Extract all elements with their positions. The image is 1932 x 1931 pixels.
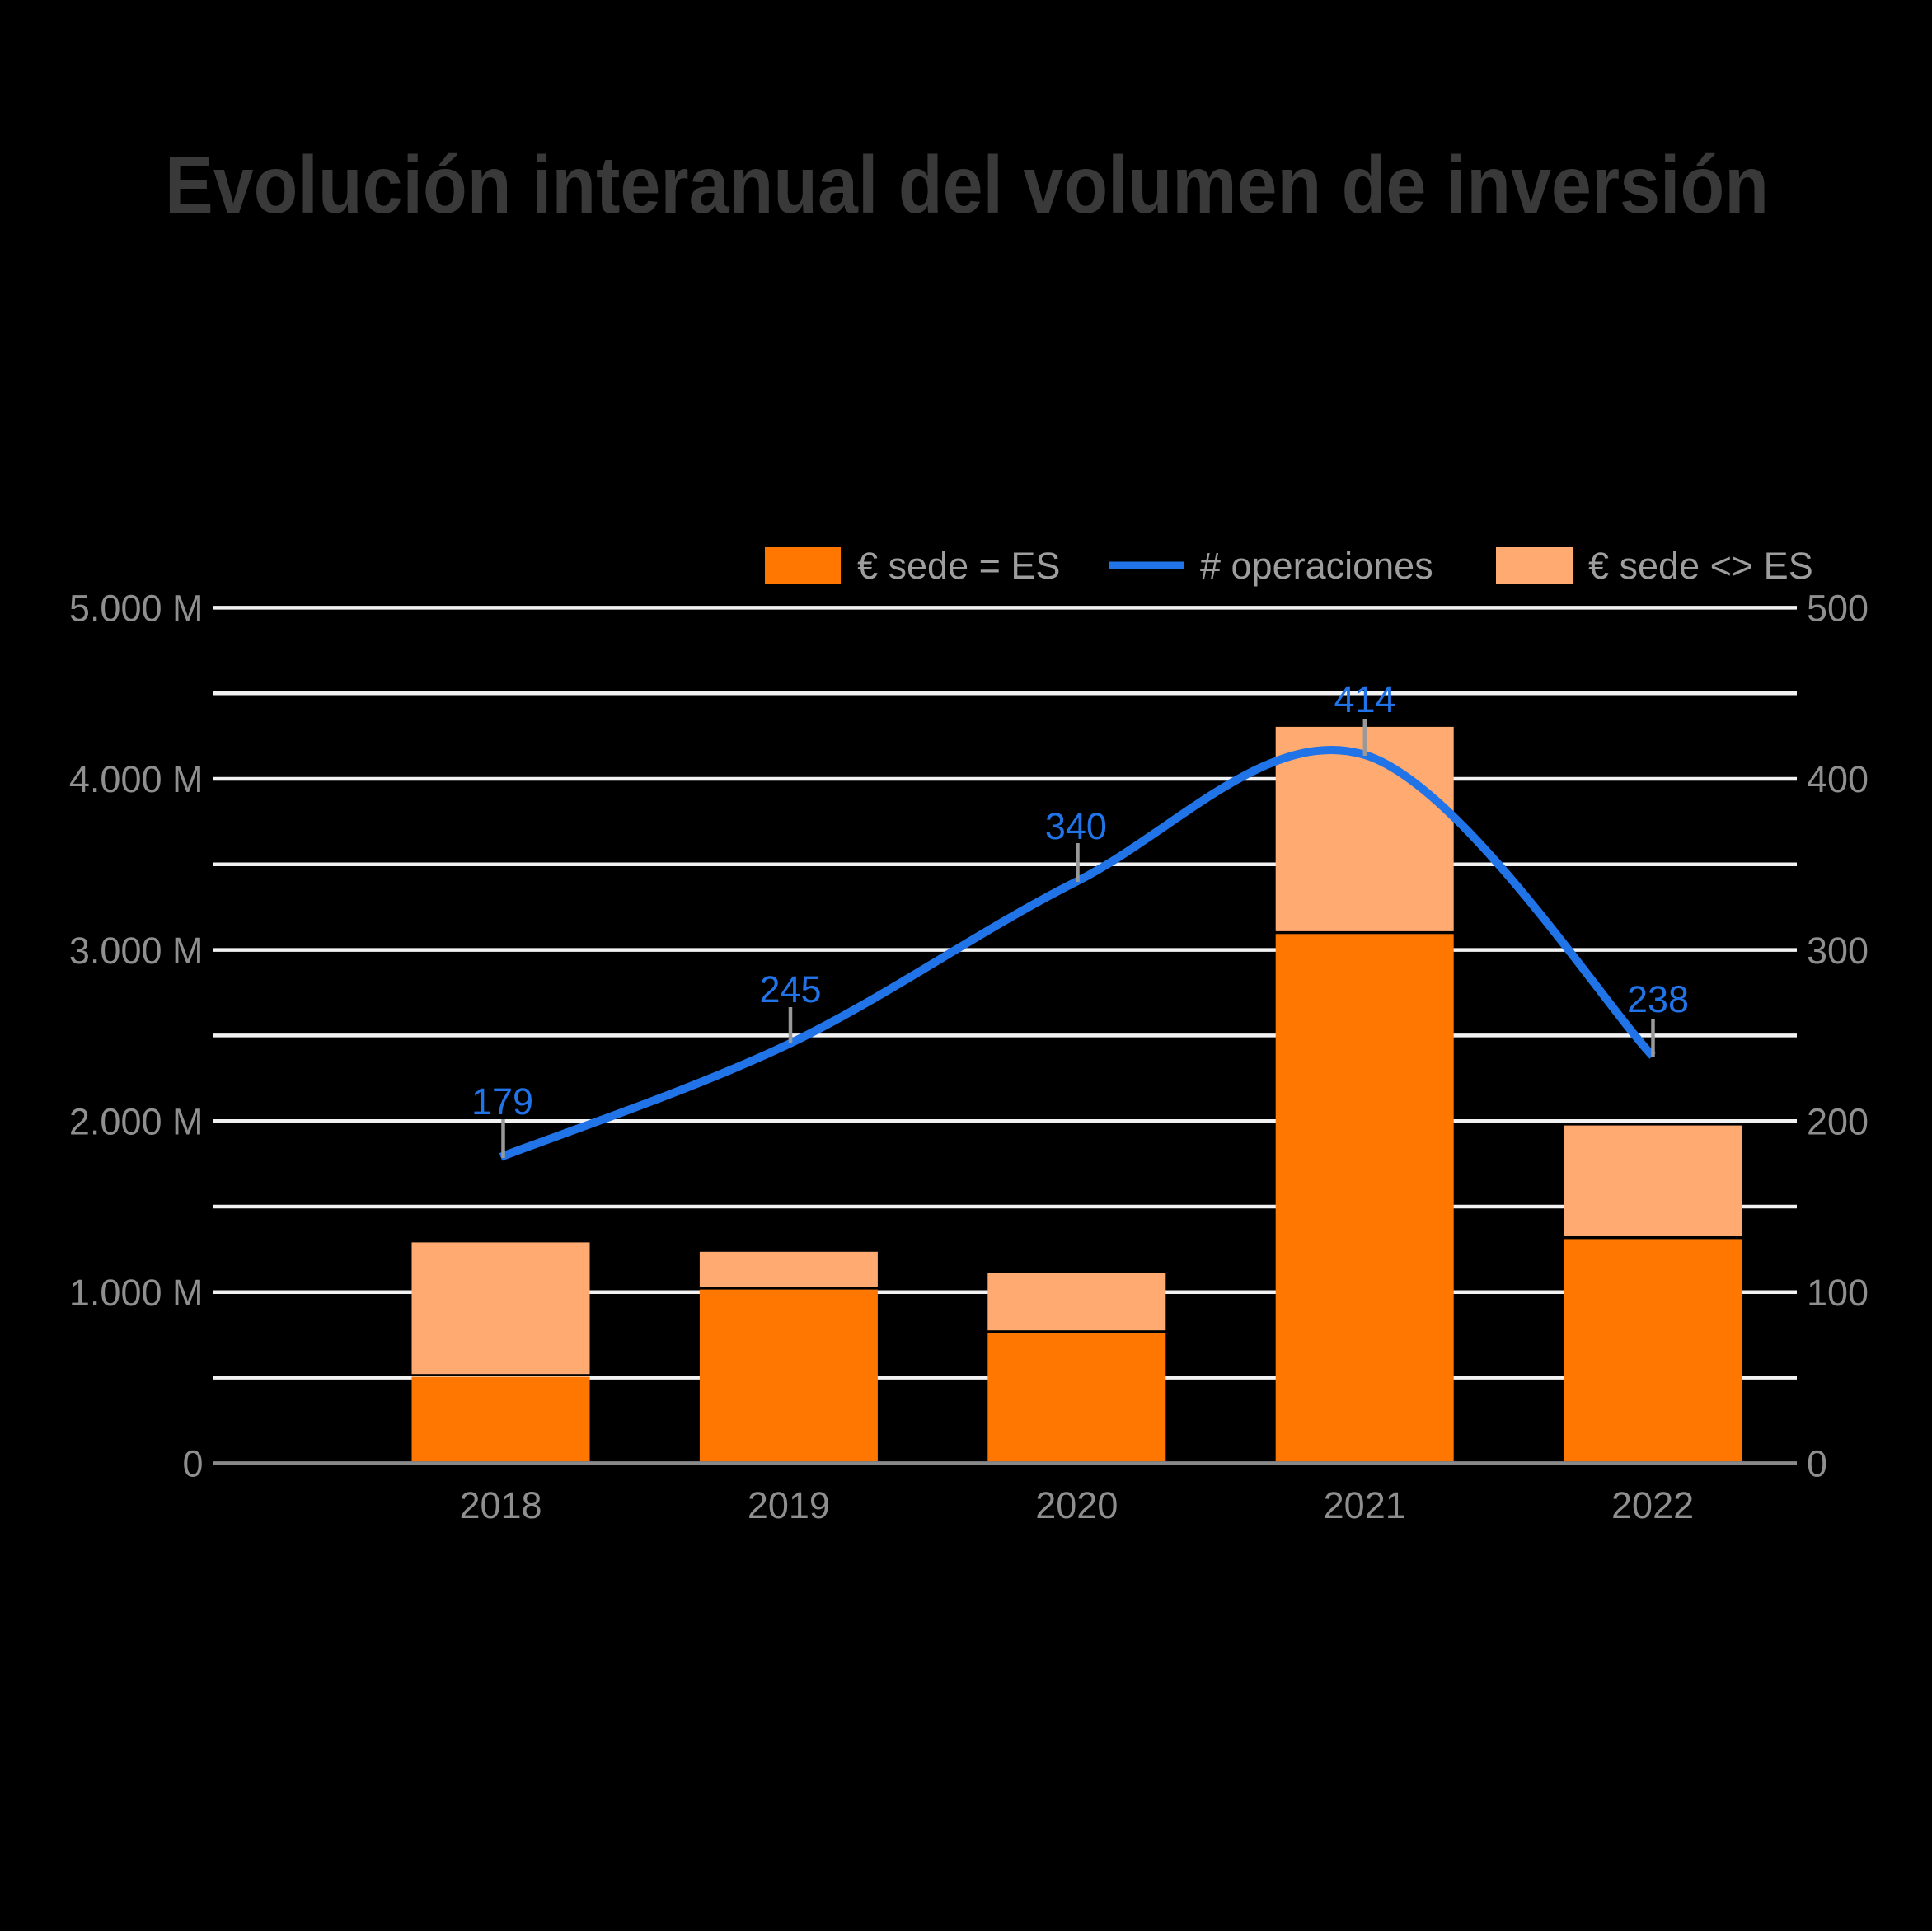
svg-text:245: 245	[759, 968, 821, 1010]
svg-text:2021: 2021	[1324, 1484, 1406, 1526]
svg-text:1.000 M: 1.000 M	[69, 1272, 204, 1314]
svg-text:3.000 M: 3.000 M	[69, 930, 204, 972]
svg-text:2018: 2018	[459, 1484, 542, 1526]
svg-text:2.000 M: 2.000 M	[69, 1100, 204, 1142]
svg-text:Evolución interanual del volum: Evolución interanual del volumen de inve…	[165, 139, 1769, 230]
svg-text:# operaciones: # operaciones	[1200, 545, 1433, 587]
svg-text:2020: 2020	[1035, 1484, 1118, 1526]
svg-text:0: 0	[1807, 1443, 1827, 1485]
svg-text:€ sede <> ES: € sede <> ES	[1588, 545, 1813, 587]
svg-text:400: 400	[1807, 758, 1869, 800]
svg-text:300: 300	[1807, 930, 1869, 972]
svg-text:100: 100	[1807, 1272, 1869, 1314]
svg-text:2019: 2019	[748, 1484, 830, 1526]
svg-text:0: 0	[182, 1443, 203, 1485]
svg-text:340: 340	[1045, 805, 1107, 847]
svg-text:238: 238	[1627, 978, 1689, 1020]
svg-text:200: 200	[1807, 1100, 1869, 1142]
svg-text:5.000 M: 5.000 M	[69, 588, 204, 630]
svg-text:179: 179	[471, 1080, 533, 1123]
svg-text:2022: 2022	[1611, 1484, 1694, 1526]
svg-text:500: 500	[1807, 588, 1869, 630]
svg-text:414: 414	[1334, 678, 1395, 720]
svg-text:4.000 M: 4.000 M	[69, 758, 204, 800]
svg-text:€ sede = ES: € sede = ES	[857, 545, 1060, 587]
